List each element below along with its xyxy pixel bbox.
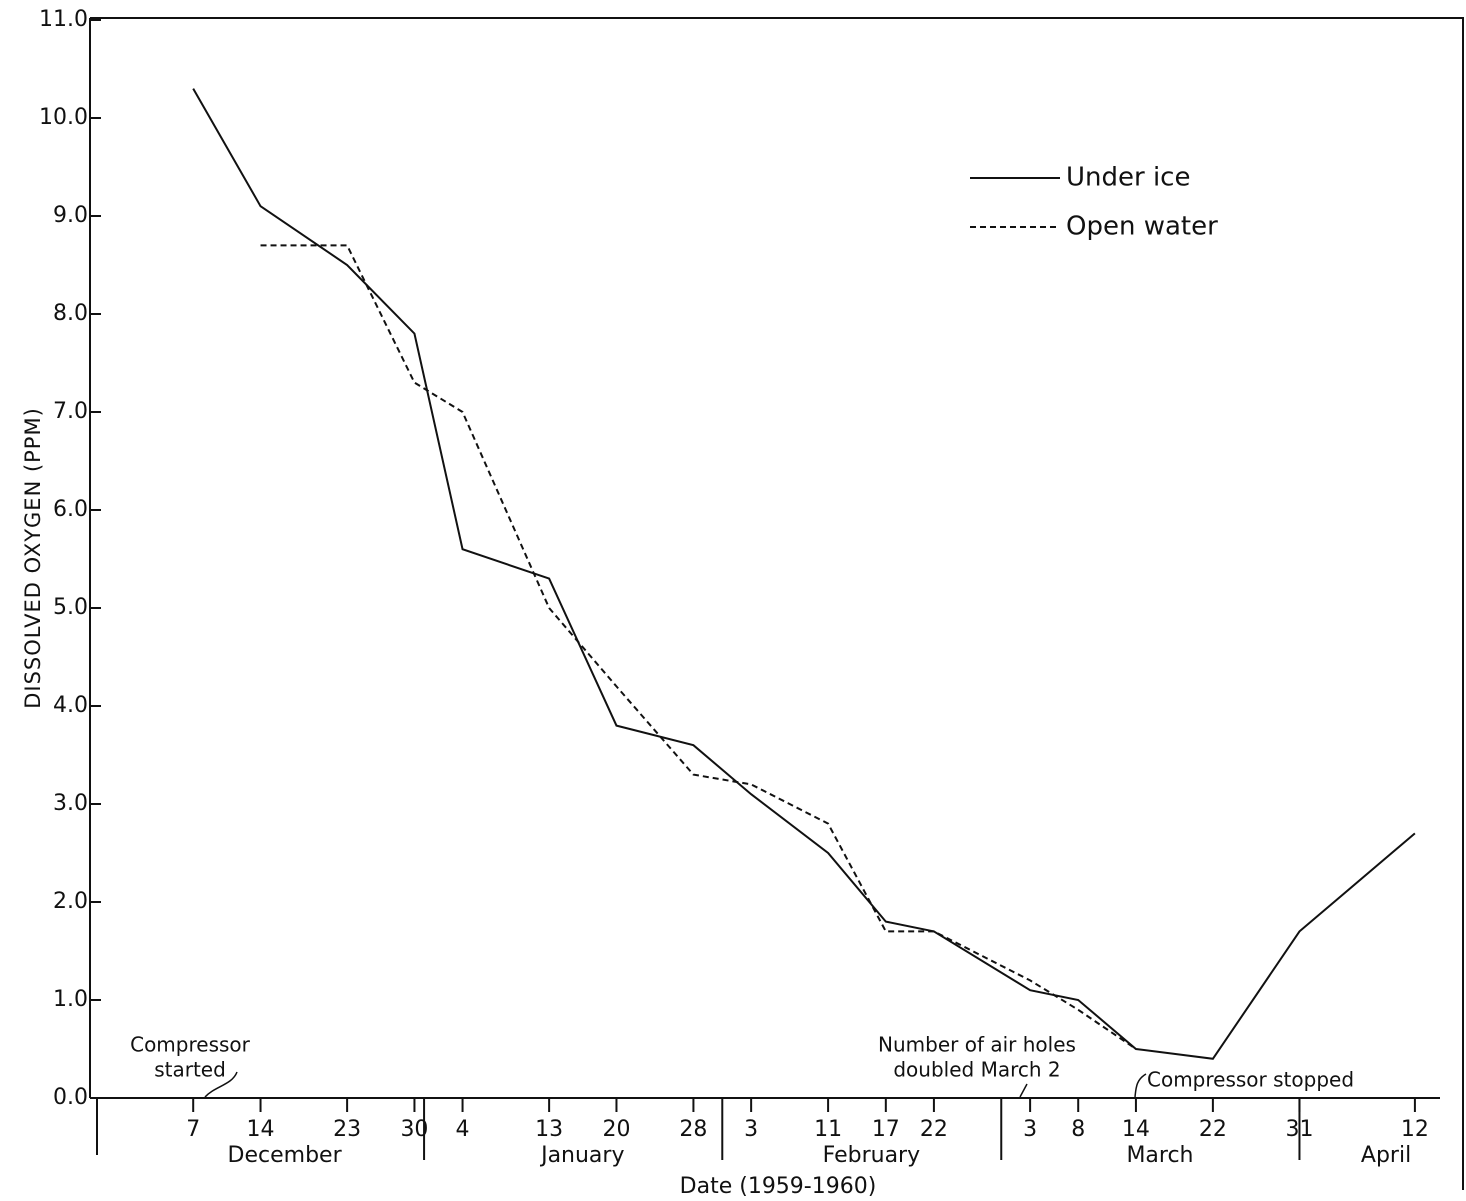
x-tick-label: 28 (679, 1117, 707, 1142)
legend-label: Under ice (1066, 163, 1190, 193)
annotation: Compressor stopped (1147, 1068, 1354, 1092)
x-tick-label: 22 (920, 1117, 948, 1142)
arrow (1134, 1073, 1147, 1098)
month-label: January (539, 1143, 624, 1168)
y-tick-label: 9.0 (53, 203, 88, 228)
x-tick-label: 3 (744, 1117, 758, 1142)
x-tick-label: 8 (1071, 1117, 1085, 1142)
y-tick-label: 8.0 (53, 301, 88, 326)
legend-label: Open water (1066, 212, 1218, 242)
y-tick-label: 7.0 (53, 399, 88, 424)
annotation: Number of air holes (878, 1033, 1076, 1057)
arrow (204, 1071, 238, 1098)
annotation: Compressor (130, 1033, 251, 1057)
x-axis-label: Date (1959-1960) (680, 1174, 877, 1199)
x-tick-label: 11 (814, 1117, 842, 1142)
x-tick-label: 12 (1401, 1117, 1429, 1142)
month-label: April (1361, 1143, 1411, 1168)
x-tick-label: 17 (872, 1117, 900, 1142)
y-tick-label: 5.0 (53, 595, 88, 620)
series-line (260, 244, 1137, 1050)
x-tick-label: 13 (535, 1117, 563, 1142)
y-tick-label: 10.0 (39, 105, 88, 130)
x-tick-label: 22 (1199, 1117, 1227, 1142)
y-tick-label: 1.0 (53, 987, 88, 1012)
y-tick-label: 0.0 (53, 1085, 88, 1110)
x-tick-label: 23 (333, 1117, 361, 1142)
month-label: December (228, 1143, 343, 1168)
frame (89, 17, 1464, 1190)
y-tick-label: 11.0 (39, 7, 88, 32)
y-tick-label: 6.0 (53, 497, 88, 522)
annotation: started (154, 1058, 226, 1082)
y-tick-label: 4.0 (53, 693, 88, 718)
y-axis-label: DISSOLVED OXYGEN (PPM) (21, 407, 45, 709)
x-tick-label: 7 (186, 1117, 200, 1142)
x-tick-label: 14 (1122, 1117, 1150, 1142)
x-tick-label: 14 (247, 1117, 275, 1142)
month-label: March (1126, 1143, 1193, 1168)
y-tick-label: 3.0 (53, 791, 88, 816)
x-tick-label: 3 (1023, 1117, 1037, 1142)
month-label: February (823, 1143, 921, 1168)
arrow (1019, 1083, 1028, 1098)
x-tick-label: 20 (602, 1117, 630, 1142)
annotation: doubled March 2 (893, 1058, 1060, 1082)
x-tick-label: 4 (456, 1117, 470, 1142)
y-tick-label: 2.0 (53, 889, 88, 914)
series-line (192, 88, 1416, 1060)
